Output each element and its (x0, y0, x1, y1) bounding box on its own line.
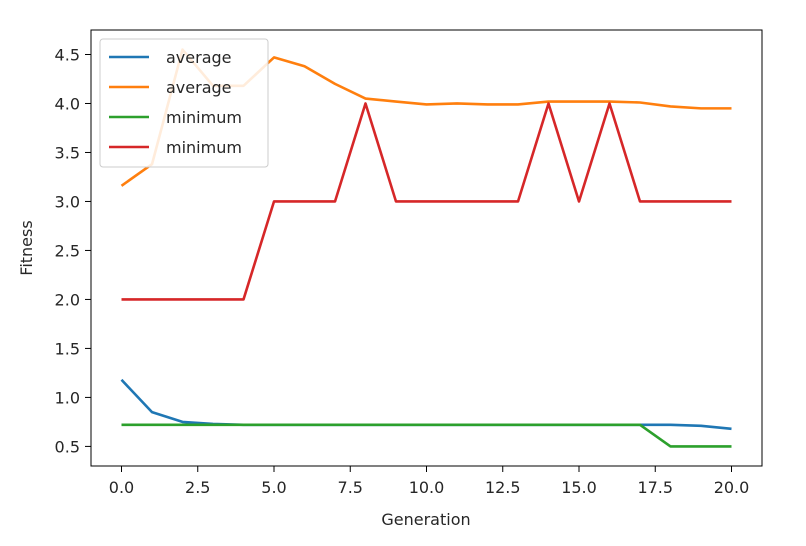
x-tick-label: 2.5 (185, 478, 210, 497)
y-tick-label: 3.5 (55, 143, 80, 162)
y-axis-label: Fitness (17, 220, 36, 275)
x-tick-label: 20.0 (714, 478, 750, 497)
legend-box (99, 38, 269, 168)
x-axis-label: Generation (381, 510, 470, 529)
x-tick-label: 0.0 (109, 478, 134, 497)
y-tick-label: 3.0 (55, 192, 80, 211)
series-line-3-minimum (121, 423, 732, 448)
y-tick-label: 2.0 (55, 290, 80, 309)
plot-area-frame (90, 29, 763, 467)
x-tick-label: 15.0 (561, 478, 597, 497)
x-tick-label: 7.5 (338, 478, 363, 497)
legend-label: average (166, 78, 232, 97)
y-tick-label: 4.5 (55, 45, 80, 64)
legend-label: minimum (166, 138, 242, 157)
y-tick-label: 1.5 (55, 339, 80, 358)
legend: average average minimum minimum (99, 38, 269, 168)
x-tick-label: 12.5 (485, 478, 521, 497)
legend-label: minimum (166, 108, 242, 127)
x-axis-ticks: 0.0 2.5 5.0 7.5 10.0 12.5 15.0 17.5 20.0 (109, 466, 750, 497)
y-tick-label: 1.0 (55, 388, 80, 407)
y-tick-label: 4.0 (55, 94, 80, 113)
x-tick-label: 17.5 (637, 478, 673, 497)
y-tick-label: 2.5 (55, 241, 80, 260)
y-axis-ticks: 0.5 1.0 1.5 2.0 2.5 3.0 3.5 4.0 4.5 (55, 45, 91, 456)
series-line-4-minimum (121, 102, 732, 301)
legend-label: average (166, 48, 232, 67)
x-tick-label: 10.0 (409, 478, 445, 497)
x-tick-label: 5.0 (261, 478, 286, 497)
y-tick-label: 0.5 (55, 437, 80, 456)
